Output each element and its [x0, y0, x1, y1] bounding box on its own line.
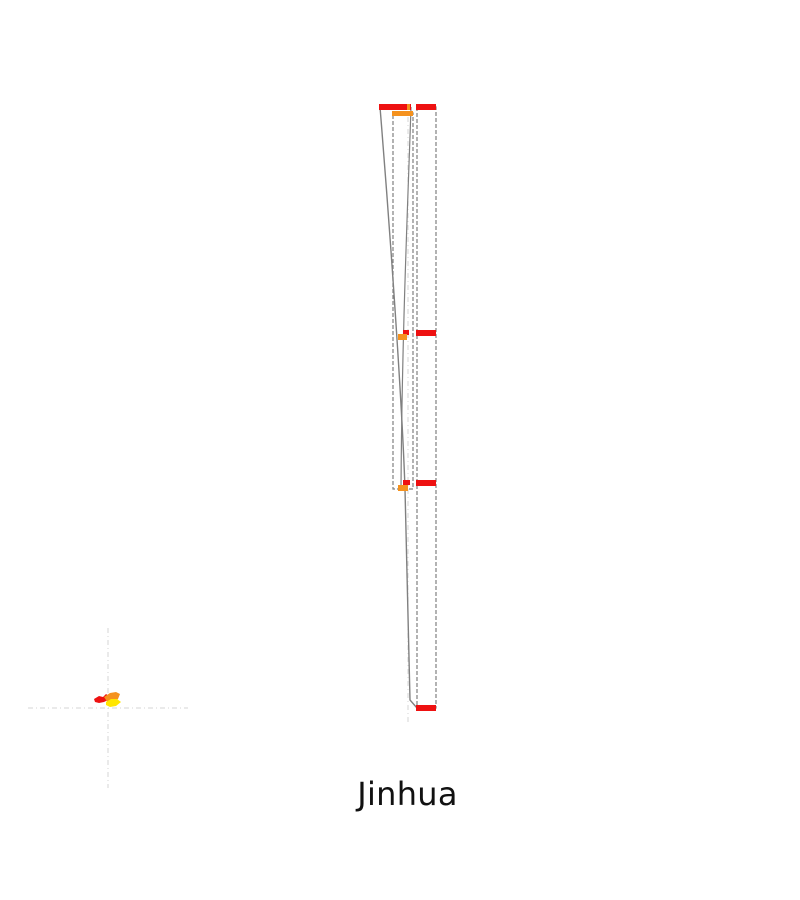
locator-inset: [28, 628, 188, 788]
locator-region-yellow: [106, 699, 121, 707]
region-mark-low-red: [403, 480, 410, 485]
locator-region-shape: [94, 692, 121, 707]
map-frames: [379, 105, 437, 725]
region-mark-top-right: [416, 104, 436, 110]
boundary-line-left: [379, 106, 418, 709]
locator-region-orange: [104, 692, 120, 703]
region-mark-bottom: [416, 705, 436, 711]
region-mark-top-left: [379, 104, 411, 110]
region-mark-low-right: [416, 480, 436, 486]
region-mark-top-orange: [392, 111, 413, 116]
region-mark-top-sliver: [407, 104, 410, 110]
region-marks: [379, 104, 436, 711]
region-mark-low-orange: [398, 485, 408, 491]
frame-outer: [416, 106, 437, 709]
boundary-line-right: [400, 106, 412, 490]
region-mark-mid-orange: [398, 334, 407, 340]
region-mark-mid-red: [403, 330, 409, 335]
region-mark-mid-right: [416, 330, 436, 336]
map-title: Jinhua: [357, 775, 458, 813]
